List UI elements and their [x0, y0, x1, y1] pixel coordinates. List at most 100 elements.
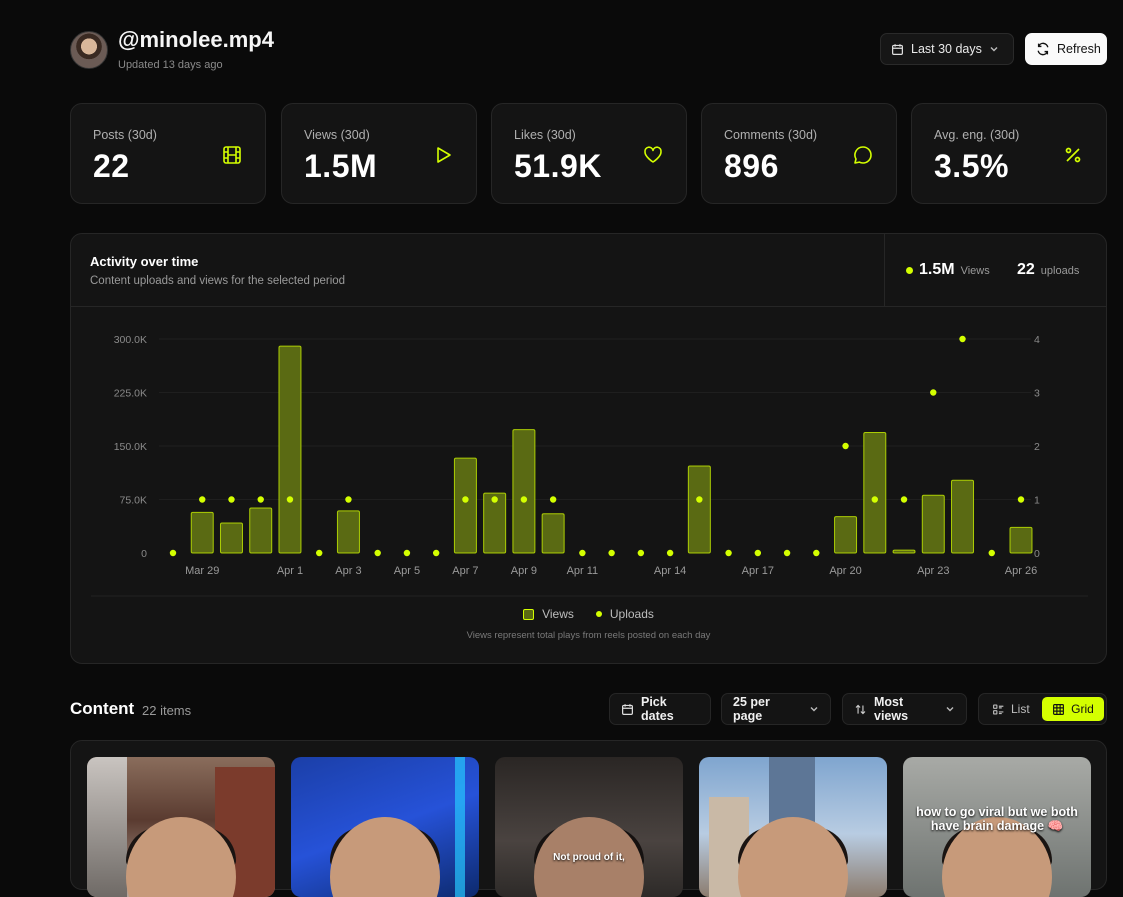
- sort-icon: [854, 703, 867, 716]
- point-uploads: [491, 496, 498, 503]
- x-tick-label: Apr 1: [277, 565, 303, 577]
- summary-views-value: 1.5M: [919, 261, 955, 278]
- divider: [884, 234, 885, 307]
- point-uploads: [579, 549, 586, 557]
- refresh-icon: [1036, 42, 1050, 56]
- y-tick-label-left: 150.0K: [114, 441, 147, 453]
- refresh-button[interactable]: Refresh: [1025, 33, 1107, 65]
- content-thumbnail[interactable]: how to go viral but we both have brain d…: [903, 757, 1091, 897]
- grid-label: Grid: [1071, 702, 1094, 716]
- point-uploads: [666, 549, 674, 557]
- x-tick-label: Apr 14: [654, 565, 686, 577]
- content-title: Content: [70, 699, 135, 718]
- stat-card-comments: Comments (30d) 896: [701, 103, 897, 204]
- calendar-icon: [891, 43, 904, 56]
- legend-swatch: [523, 608, 535, 620]
- chart-legend: Views Uploads: [71, 607, 1106, 621]
- content-thumbnail[interactable]: [87, 757, 275, 897]
- y-tick-label-right: 1: [1034, 495, 1040, 507]
- point-uploads: [725, 549, 732, 557]
- chart-note: Views represent total plays from reels p…: [466, 630, 711, 641]
- bar-views: [483, 492, 507, 554]
- stat-label: Avg. eng. (30d): [934, 128, 1020, 142]
- point-uploads: [374, 549, 381, 557]
- sort-dropdown[interactable]: Most views: [842, 693, 967, 725]
- legend-item-uploads[interactable]: Uploads: [595, 607, 654, 621]
- y-tick-label-left: 75.0K: [120, 495, 147, 507]
- content-thumbnail[interactable]: Not proud of it,: [495, 757, 683, 897]
- legend-dot: [595, 611, 602, 617]
- point-uploads: [871, 496, 878, 503]
- stat-label: Likes (30d): [514, 128, 576, 142]
- content-thumbnail[interactable]: [699, 757, 887, 897]
- grid-view-button[interactable]: Grid: [1042, 697, 1104, 721]
- point-uploads: [637, 549, 645, 557]
- thumbnail-caption: Not proud of it,: [553, 852, 625, 863]
- film-icon: [221, 144, 243, 166]
- point-uploads: [169, 549, 177, 557]
- summary-uploads-label: uploads: [1040, 265, 1080, 277]
- point-uploads: [608, 549, 615, 557]
- sort-label: Most views: [874, 695, 909, 723]
- x-tick-label: Apr 26: [1005, 565, 1037, 577]
- chevron-down-icon: [809, 704, 819, 714]
- bar-views: [834, 516, 858, 554]
- summary-views-label: Views: [960, 265, 990, 277]
- list-view-button[interactable]: List: [987, 698, 1035, 720]
- per-page-label: 25 per page: [733, 695, 770, 723]
- content-count: 22 items: [142, 703, 192, 718]
- point-uploads: [228, 496, 235, 503]
- stat-value: 22: [93, 148, 130, 184]
- activity-title: Activity over time: [90, 254, 199, 269]
- legend-label: Uploads: [609, 607, 654, 621]
- bar-views: [453, 457, 477, 554]
- stat-value: 51.9K: [514, 148, 602, 184]
- point-uploads: [549, 496, 557, 503]
- light-strip-image: [455, 757, 465, 897]
- updated-timestamp: Updated 13 days ago: [118, 59, 223, 71]
- x-tick-label: Apr 9: [511, 565, 537, 577]
- pick-dates-button[interactable]: Pick dates: [609, 693, 711, 725]
- point-uploads: [783, 549, 791, 557]
- point-uploads: [286, 496, 294, 503]
- point-uploads: [316, 549, 323, 557]
- point-uploads: [257, 496, 264, 503]
- stat-label: Posts (30d): [93, 128, 157, 142]
- y-tick-label-right: 2: [1034, 441, 1040, 453]
- bar-views: [190, 511, 214, 554]
- y-tick-label-left: 300.0K: [114, 334, 147, 346]
- y-tick-label-right: 0: [1034, 548, 1040, 560]
- divider: [71, 306, 1106, 307]
- stat-value: 896: [724, 148, 779, 184]
- legend-item-views[interactable]: Views: [523, 607, 574, 621]
- grid-icon: [1052, 703, 1065, 716]
- chevron-down-icon: [945, 704, 955, 714]
- point-uploads: [345, 496, 352, 503]
- x-tick-label: Mar 29: [185, 565, 219, 577]
- per-page-dropdown[interactable]: 25 per page: [721, 693, 831, 725]
- x-tick-label: Apr 20: [829, 565, 861, 577]
- content-thumbnail[interactable]: [291, 757, 479, 897]
- x-tick-label: Apr 23: [917, 565, 949, 577]
- x-tick-label: Apr 17: [742, 565, 774, 577]
- refresh-label: Refresh: [1057, 42, 1101, 56]
- activity-panel: Activity over time Content uploads and v…: [70, 233, 1107, 664]
- bar-views: [336, 510, 360, 554]
- stat-card-views: Views (30d) 1.5M: [281, 103, 477, 204]
- y-tick-label-right: 4: [1034, 334, 1040, 346]
- point-uploads: [754, 549, 762, 557]
- heart-icon: [642, 144, 664, 166]
- stat-value: 3.5%: [934, 148, 1009, 184]
- point-uploads: [403, 549, 411, 557]
- thumbnail-caption: how to go viral but we both have brain d…: [916, 805, 1078, 833]
- bar-views: [951, 479, 975, 554]
- bar-views: [687, 465, 711, 554]
- y-tick-label-left: 0: [141, 548, 147, 560]
- point-uploads: [959, 335, 966, 343]
- date-range-dropdown[interactable]: Last 30 days: [880, 33, 1014, 65]
- comment-icon: [852, 144, 874, 166]
- point-uploads: [813, 549, 820, 557]
- views-dot: [906, 266, 913, 274]
- person-image: [738, 817, 848, 897]
- bar-views: [219, 522, 243, 554]
